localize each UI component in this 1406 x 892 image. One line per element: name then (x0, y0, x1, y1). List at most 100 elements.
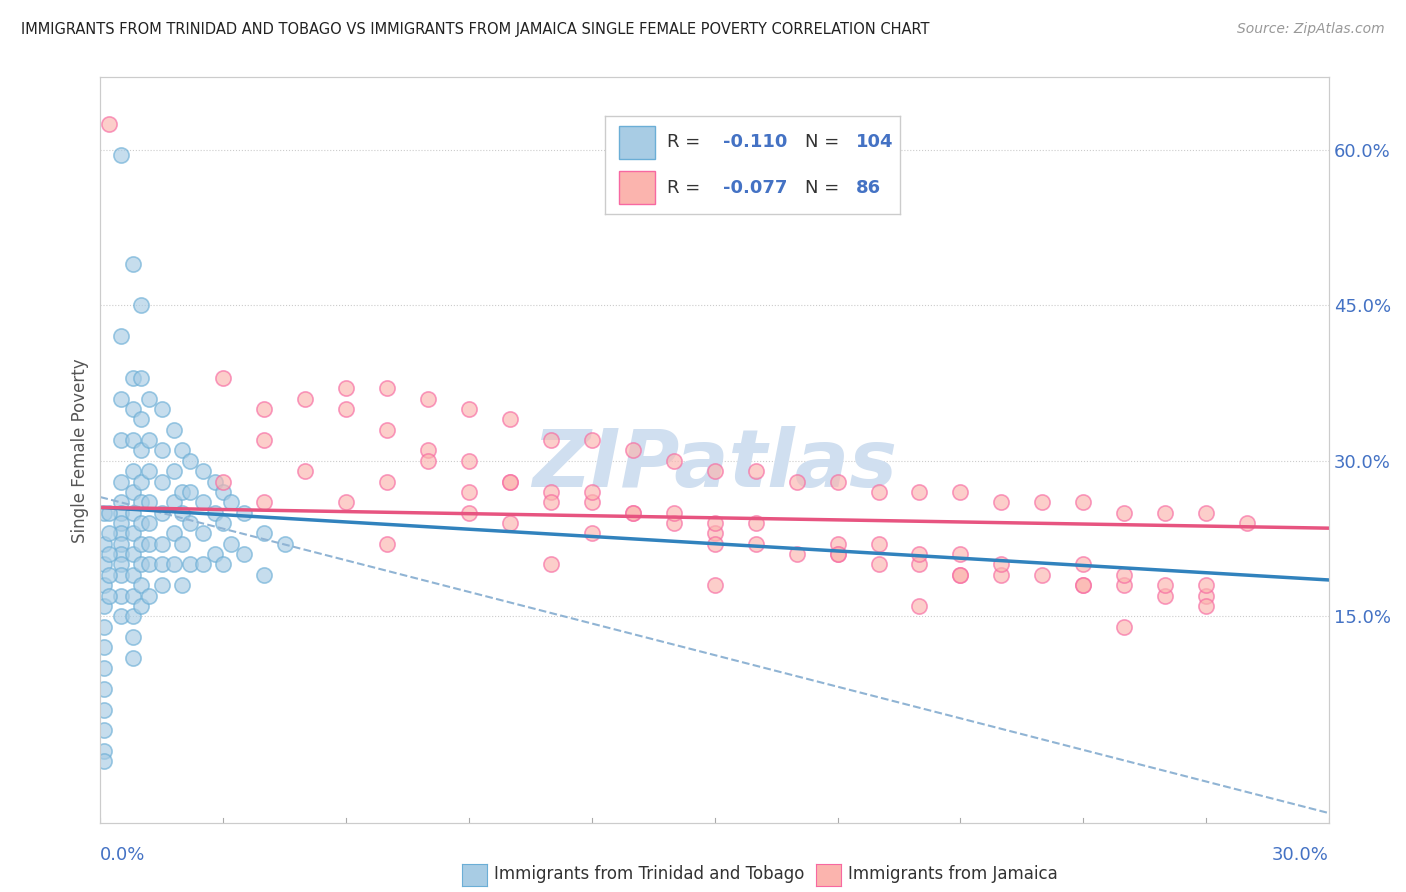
Point (744, 464, 766, 478)
Point (110, 547, 132, 561)
Point (97, 117, 120, 131)
Point (93, 640, 115, 655)
Point (131, 495, 153, 509)
Point (191, 526, 214, 541)
Point (786, 475, 808, 489)
Point (138, 589, 160, 603)
Point (581, 484, 603, 499)
Point (908, 558, 931, 572)
Point (110, 475, 132, 489)
Point (122, 433, 145, 447)
Point (150, 578, 173, 592)
Text: ZIPatlas: ZIPatlas (533, 426, 897, 504)
Point (744, 516, 766, 530)
Point (93, 578, 115, 592)
Point (703, 526, 725, 541)
Point (122, 526, 145, 541)
Point (1154, 578, 1177, 592)
Point (703, 578, 725, 592)
Point (499, 516, 522, 530)
Point (122, 257, 145, 271)
Point (93, 661, 115, 675)
Point (221, 537, 243, 551)
Point (110, 589, 132, 603)
Point (138, 433, 160, 447)
Point (232, 547, 254, 561)
Point (908, 484, 931, 499)
Point (253, 433, 276, 447)
Point (212, 516, 235, 530)
Point (110, 433, 132, 447)
Point (93, 599, 115, 613)
Text: 0.0%: 0.0% (100, 846, 146, 863)
Point (179, 558, 201, 572)
Point (581, 526, 603, 541)
Point (131, 298, 153, 312)
Point (1071, 578, 1094, 592)
Text: 104: 104 (855, 134, 893, 152)
Point (949, 567, 972, 582)
Point (540, 558, 562, 572)
Point (949, 547, 972, 561)
Point (122, 589, 145, 603)
Bar (620, 126, 655, 159)
Point (122, 650, 145, 665)
Point (1114, 578, 1136, 592)
Point (499, 412, 522, 426)
Point (232, 506, 254, 520)
Point (1031, 495, 1053, 509)
Point (621, 506, 644, 520)
Point (110, 516, 132, 530)
Point (131, 558, 153, 572)
Point (458, 484, 481, 499)
Point (1195, 578, 1218, 592)
Point (827, 475, 849, 489)
Point (138, 495, 160, 509)
Point (990, 495, 1012, 509)
Point (122, 609, 145, 624)
Text: N =: N = (806, 134, 845, 152)
Point (1114, 567, 1136, 582)
Point (786, 547, 808, 561)
Point (93, 537, 115, 551)
Point (93, 681, 115, 696)
Point (221, 495, 243, 509)
Point (150, 443, 173, 458)
Point (581, 433, 603, 447)
Point (93, 723, 115, 738)
Point (110, 567, 132, 582)
Point (1071, 558, 1094, 572)
Point (662, 516, 685, 530)
Point (416, 454, 439, 468)
Point (150, 402, 173, 417)
Point (204, 475, 226, 489)
Point (204, 547, 226, 561)
Point (499, 475, 522, 489)
Point (1031, 567, 1053, 582)
Text: -0.077: -0.077 (723, 178, 787, 196)
Point (97, 567, 120, 582)
Text: IMMIGRANTS FROM TRINIDAD AND TOBAGO VS IMMIGRANTS FROM JAMAICA SINGLE FEMALE POV: IMMIGRANTS FROM TRINIDAD AND TOBAGO VS I… (21, 22, 929, 37)
Point (990, 567, 1012, 582)
Point (122, 464, 145, 478)
Point (163, 495, 186, 509)
Text: N =: N = (806, 178, 845, 196)
Point (1154, 506, 1177, 520)
Point (97, 526, 120, 541)
Point (212, 484, 235, 499)
Point (1195, 506, 1218, 520)
Point (204, 506, 226, 520)
Point (138, 516, 160, 530)
Point (131, 475, 153, 489)
Point (335, 495, 357, 509)
Point (122, 567, 145, 582)
Point (131, 516, 153, 530)
Point (1071, 578, 1094, 592)
Point (868, 558, 890, 572)
Point (868, 484, 890, 499)
Point (172, 537, 194, 551)
Point (110, 148, 132, 162)
Point (191, 558, 214, 572)
Point (122, 484, 145, 499)
Point (827, 547, 849, 561)
